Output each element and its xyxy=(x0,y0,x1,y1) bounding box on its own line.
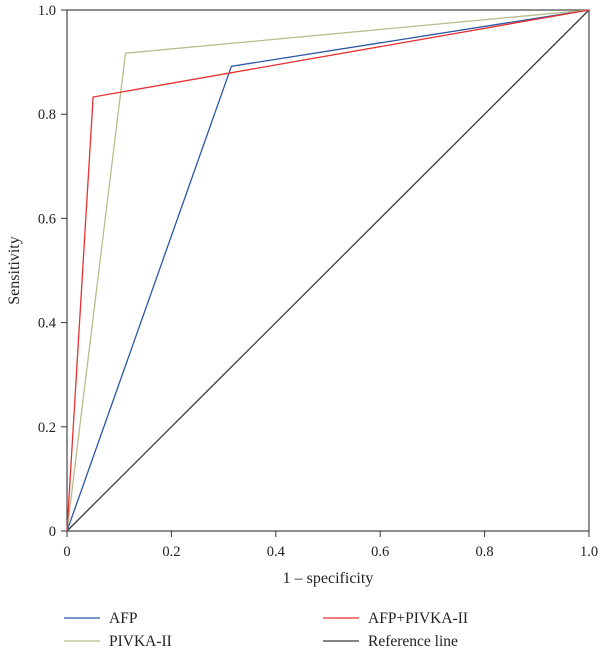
y-tick-label: 0.8 xyxy=(38,107,56,123)
series-line-afp xyxy=(66,9,590,532)
series-line-reference-line xyxy=(66,9,590,532)
y-tick-label: 1.0 xyxy=(38,3,56,19)
y-tick-label: 0.4 xyxy=(38,316,57,332)
x-tick-label: 0.8 xyxy=(476,544,494,560)
y-tick-label: 0.2 xyxy=(38,420,56,436)
legend-label: AFP+PIVKA-II xyxy=(368,610,468,627)
y-axis-title: Sensitivity xyxy=(6,236,23,304)
x-tick-label: 1.0 xyxy=(580,544,598,560)
plot-area xyxy=(66,9,590,532)
legend-item: AFP+PIVKA-II xyxy=(323,610,468,627)
legend-label: PIVKA-II xyxy=(109,633,172,650)
x-tick-label: 0 xyxy=(63,544,70,560)
y-tick-label: 0 xyxy=(49,524,56,540)
series-layer xyxy=(66,9,590,532)
x-tick-label: 0.2 xyxy=(162,544,180,560)
x-axis-ticks: 0 0.2 0.4 0.6 0.8 1.0 xyxy=(63,531,598,560)
legend-label: AFP xyxy=(109,610,137,627)
series-line-afp-pivka-ii xyxy=(66,9,590,532)
legend-item: PIVKA-II xyxy=(64,633,172,650)
legend-item: AFP xyxy=(64,610,137,627)
x-tick-label: 0.4 xyxy=(267,544,286,560)
y-axis-ticks: 0 0.2 0.4 0.6 0.8 1.0 xyxy=(38,3,67,540)
y-tick-label: 0.6 xyxy=(38,211,56,227)
legend: AFP PIVKA-II AFP+PIVKA-II Reference line xyxy=(64,610,468,650)
series-line-pivka-ii xyxy=(66,9,590,532)
legend-label: Reference line xyxy=(368,633,458,650)
plot-frame xyxy=(66,9,590,532)
x-tick-label: 0.6 xyxy=(371,544,389,560)
legend-item: Reference line xyxy=(323,633,458,650)
x-axis-title: 1 – specificity xyxy=(283,570,374,587)
